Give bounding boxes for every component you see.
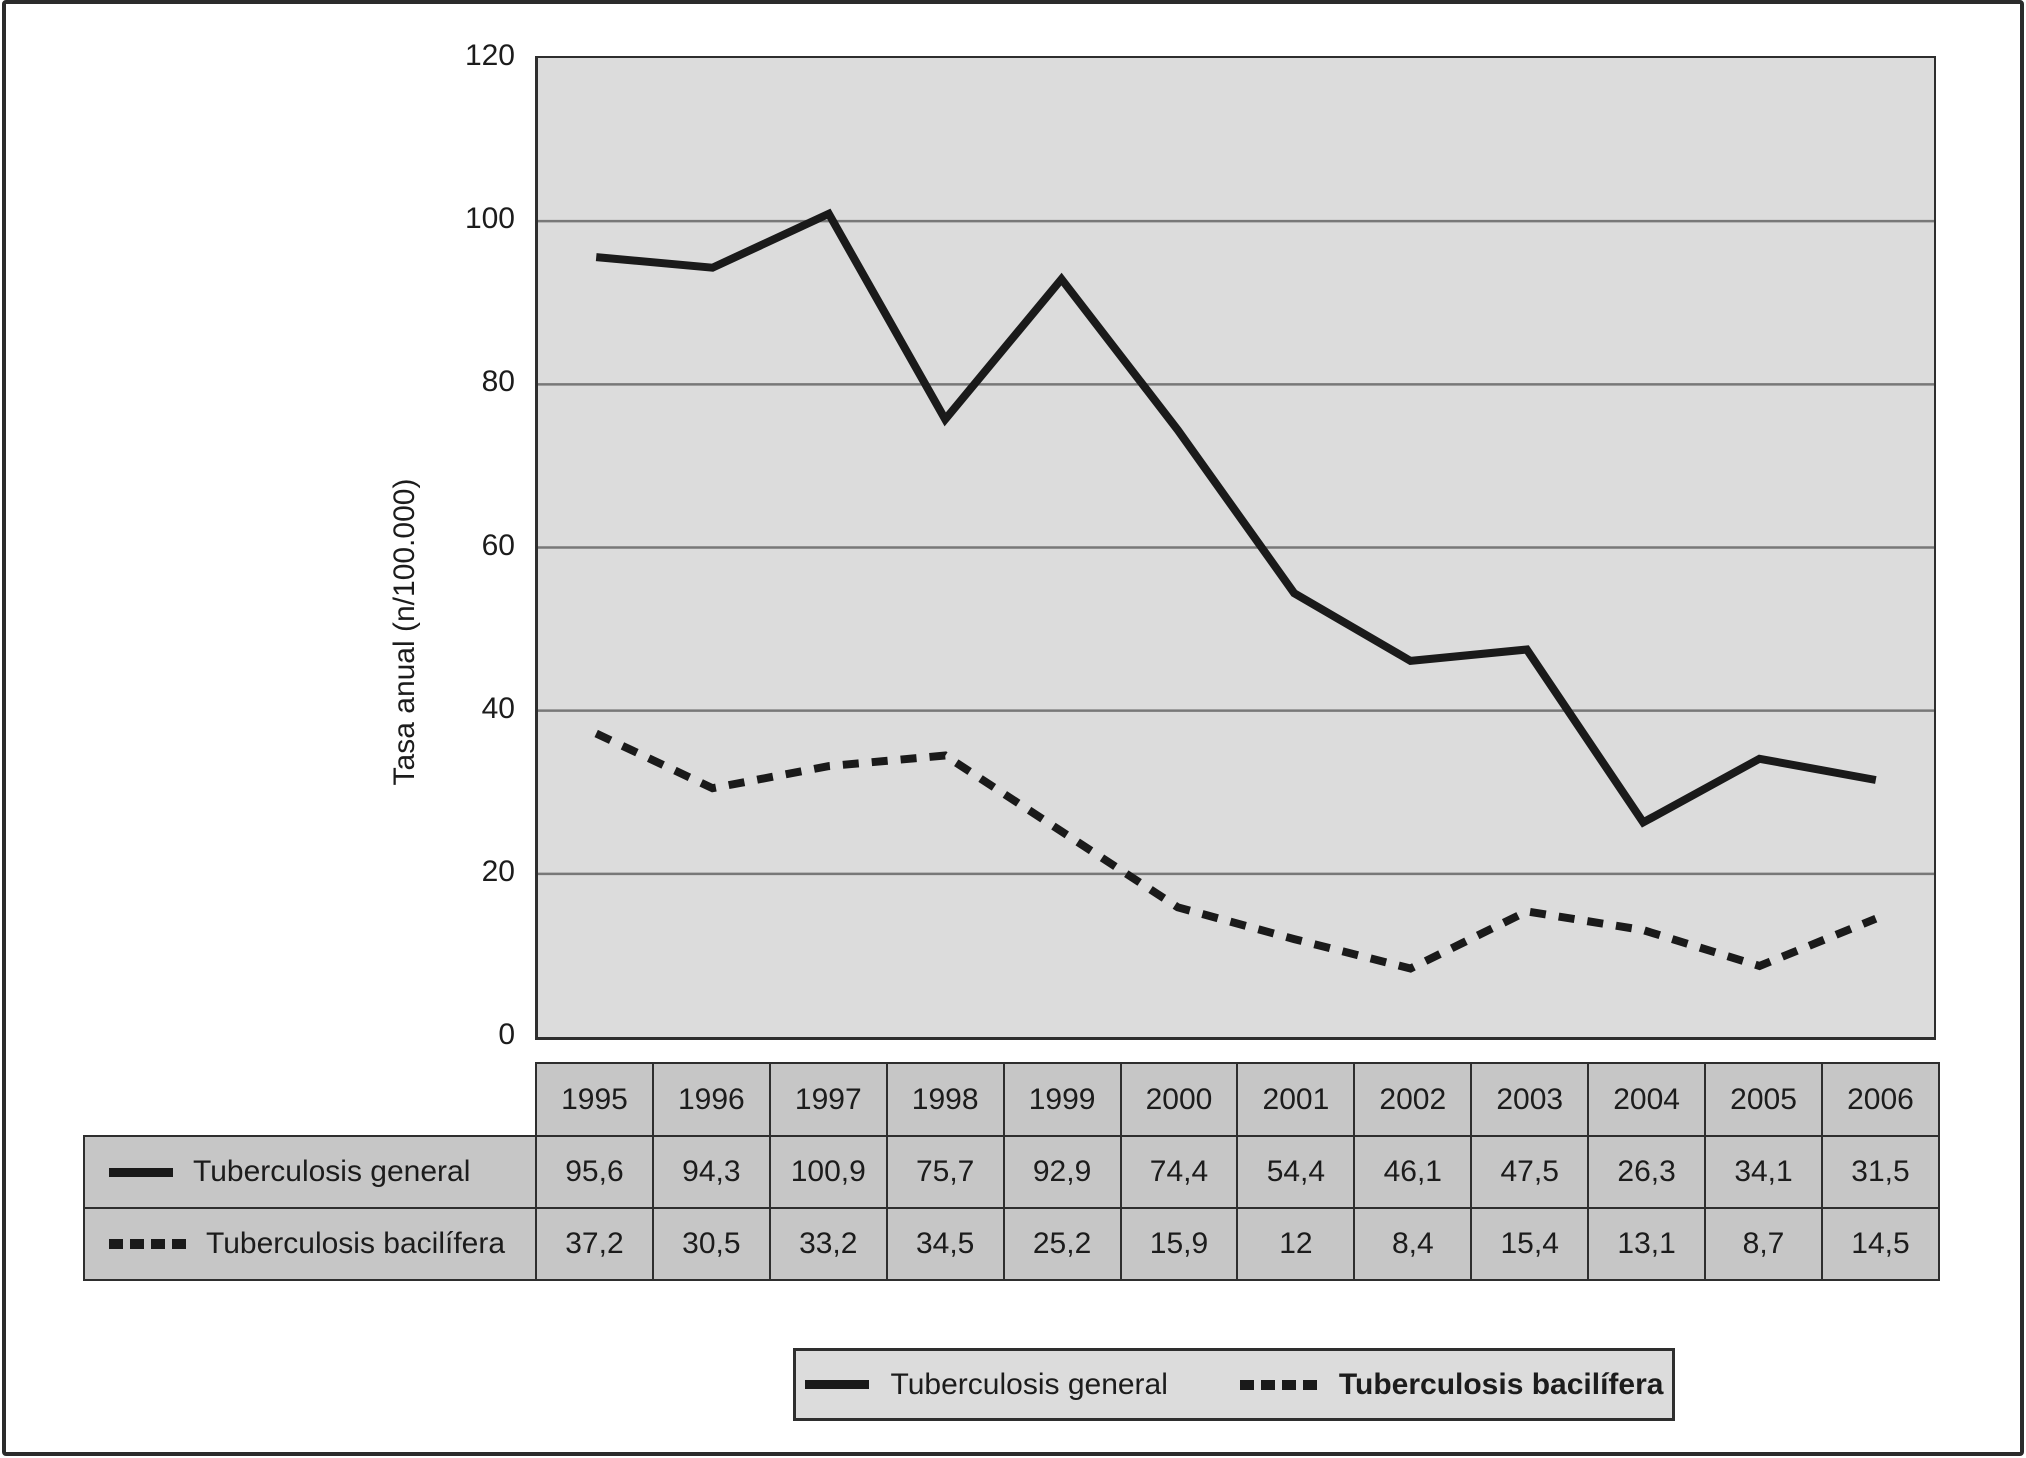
table-value-cell: 15,9 [1119, 1207, 1239, 1281]
series-line-general [595, 208, 1877, 828]
legend-item-label: Tuberculosis general [890, 1367, 1168, 1401]
table-value-cell: 95,6 [535, 1135, 654, 1209]
table-year-header-cell: 2006 [1820, 1062, 1941, 1137]
solid-line-swatch [109, 1167, 173, 1177]
legend-item: Tuberculosis general [804, 1367, 1168, 1402]
table-row: Tuberculosis bacilífera 37,2 30,5 33,2 34,5 2… [83, 1207, 1941, 1281]
table-value-cell: 31,5 [1820, 1135, 1941, 1209]
legend-item: Tuberculosis bacilífera [1239, 1367, 1664, 1402]
table-year-header-cell: 2005 [1704, 1062, 1823, 1137]
table-year-header-cell: 2001 [1236, 1062, 1356, 1137]
table-year-header-cell: 1999 [1002, 1062, 1122, 1137]
table-value-cell: 25,2 [1002, 1207, 1122, 1281]
dashed-line-swatch [1239, 1379, 1317, 1390]
legend-item-label: Tuberculosis bacilífera [1338, 1367, 1664, 1401]
table-value-cell: 75,7 [885, 1135, 1005, 1209]
table-value-cell: 33,2 [768, 1207, 888, 1281]
table-value-cell: 34,5 [885, 1207, 1005, 1281]
table-year-header-cell: 1998 [885, 1062, 1005, 1137]
solid-line-swatch [804, 1380, 869, 1389]
chart-lines-svg [538, 208, 1934, 973]
table-year-header-cell: 2002 [1353, 1062, 1473, 1137]
table-value-cell: 74,4 [1119, 1135, 1239, 1209]
table-year-header-cell: 2004 [1587, 1062, 1707, 1137]
y-tick-label: 60 [481, 528, 515, 562]
table-year-header-cell: 2000 [1119, 1062, 1239, 1137]
y-tick-label: 40 [481, 691, 515, 725]
table-year-header-cell: 2003 [1470, 1062, 1590, 1137]
plot-area [535, 56, 1936, 1040]
table-value-cell: 8,4 [1353, 1207, 1473, 1281]
table-row-label-cell: Tuberculosis bacilífera [83, 1207, 537, 1281]
y-tick-label: 0 [498, 1018, 515, 1051]
table-value-cell: 47,5 [1470, 1135, 1590, 1209]
dashed-line-swatch [109, 1239, 186, 1249]
table-value-cell: 34,1 [1704, 1135, 1823, 1209]
y-tick-label: 100 [464, 202, 515, 236]
table-value-cell: 30,5 [651, 1207, 771, 1281]
data-table: 1995 1996 1997 1998 1999 2000 2001 2002 2003 2004… [83, 1062, 1941, 1281]
table-year-header-cell: 1997 [768, 1062, 888, 1137]
table-row: Tuberculosis general 95,6 94,3 100,9 75,7 92,… [83, 1135, 1941, 1209]
table-value-cell: 15,4 [1470, 1207, 1590, 1281]
chart-legend: Tuberculosis general Tuberculosis bacilíf… [793, 1348, 1675, 1421]
table-year-header-cell: 1996 [651, 1062, 771, 1137]
table-value-cell: 37,2 [535, 1207, 654, 1281]
table-value-cell: 14,5 [1820, 1207, 1941, 1281]
table-year-header-row: 1995 1996 1997 1998 1999 2000 2001 2002 2003 2004… [84, 1062, 1941, 1137]
table-row-label-cell: Tuberculosis general [83, 1135, 537, 1209]
y-tick-label: 20 [481, 854, 515, 888]
table-value-cell: 12 [1236, 1207, 1356, 1281]
table-value-cell: 100,9 [768, 1135, 888, 1209]
table-value-cell: 94,3 [651, 1135, 771, 1209]
table-value-cell: 92,9 [1002, 1135, 1122, 1209]
table-value-cell: 26,3 [1587, 1135, 1707, 1209]
y-tick-label: 120 [464, 39, 515, 72]
table-value-cell: 8,7 [1704, 1207, 1823, 1281]
table-corner-cell [84, 1063, 536, 1136]
table-year-header-cell: 1995 [535, 1062, 654, 1137]
series-label: Tuberculosis bacilífera [206, 1227, 506, 1260]
table-value-cell: 54,4 [1236, 1135, 1356, 1209]
table-value-cell: 46,1 [1353, 1135, 1473, 1209]
table-value-cell: 13,1 [1587, 1207, 1707, 1281]
series-line-bacilifera [594, 729, 1878, 973]
series-label: Tuberculosis general [193, 1155, 471, 1188]
y-tick-label: 80 [481, 365, 515, 399]
